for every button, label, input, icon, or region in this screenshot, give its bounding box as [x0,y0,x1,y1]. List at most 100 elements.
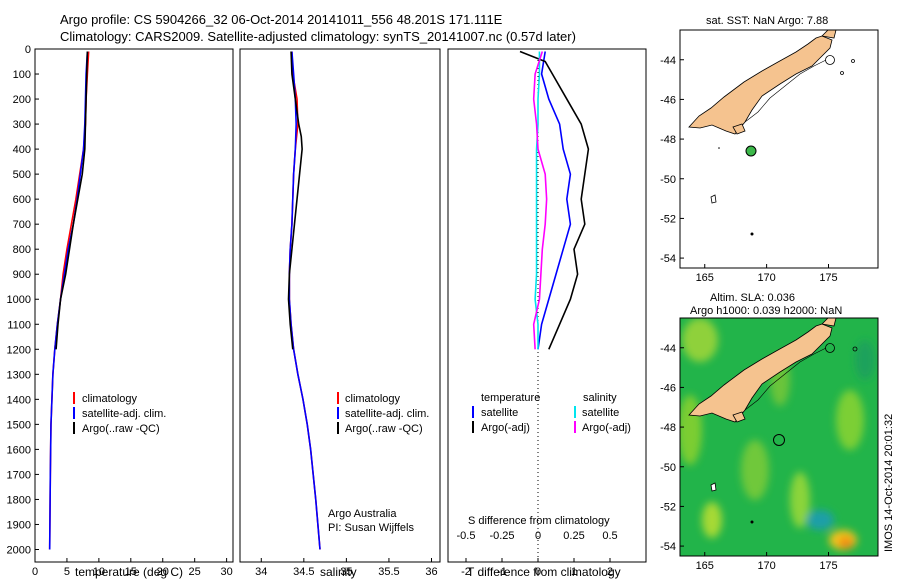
salinity-tick-label: 34 [255,566,267,578]
legend-label-argo: Argo(..raw -QC) [82,423,160,435]
depth-tick-label: 1500 [7,419,31,431]
depth-tick-label: 900 [13,269,31,281]
s-difference-tick-labels: -0.5 -0.25 0 0.25 0.5 [457,530,618,542]
t-difference-tick-labels: -2 -1 0 1 2 [461,558,613,578]
temperature-line-climatology [48,51,90,550]
difference-series [519,50,590,350]
argo-float-location-sla [773,434,785,446]
lon-tick-label: 175 [819,272,837,284]
sla-map-frame [679,317,879,557]
temperature-xlabel: temperature (deg C) [75,565,183,579]
chatham-island [825,343,835,353]
s-difference-tick-label: 0 [535,530,541,542]
salinity-tick-label: 36 [425,566,437,578]
salinity-axes-frame [239,48,441,563]
temperature-tick-label: 25 [189,566,201,578]
temperature-line-Argo(..raw -QC) [55,51,89,350]
chatham-island [825,55,835,65]
legend-header-salinity: salinity [583,392,617,404]
temperature-tick-label: 0 [32,566,38,578]
sst-map-lat-ticks: -44 -46 -48 -50 -52 -54 [660,55,684,265]
salinity-line-satellite-adj. clim. [288,51,321,550]
depth-tick-label: 400 [13,144,31,156]
small-island [852,346,858,352]
lat-tick-label: -46 [660,382,676,394]
sst-map-title: sat. SST: NaN Argo: 7.88 [706,15,828,27]
shelf-contour [744,347,827,411]
depth-tick-label: 100 [13,69,31,81]
lat-tick-label: -48 [660,134,676,146]
legend-label-climatology: climatology [345,393,401,405]
sst-map-lon-ticks: 165 170 175 [696,264,838,284]
new-zealand-south-island [688,323,833,423]
depth-tick-label: 800 [13,244,31,256]
figure-title-line1: Argo profile: CS 5904266_32 06-Oct-2014 … [60,12,503,27]
legend-header-temperature: temperature [481,392,540,404]
salinity-panel: 34 34.5 35 35.5 36 salinity climatology sate… [239,48,441,579]
t-difference-tick-label: 0 [535,566,541,578]
t-difference-tick-label: -1 [497,566,507,578]
salinity-xlabel: salinity [320,565,357,579]
sla-anomaly-blobs [680,318,875,550]
stewart-island [732,411,746,423]
sla-map-title-line1: Altim. SLA: 0.036 [710,292,795,304]
depth-tick-label: 1700 [7,469,31,481]
lon-tick-label: 165 [696,272,714,284]
temperature-legend: climatology satellite-adj. clim. Argo(..… [73,392,166,435]
legend-label-argo: Argo(..raw -QC) [345,423,423,435]
salinity-tick-label: 35.5 [378,566,399,578]
legend-label-t-satellite: satellite [481,407,518,419]
t-difference-tick-label: -2 [461,566,471,578]
lat-tick-label: -44 [660,343,676,355]
difference-line-S satellite [534,51,541,350]
lat-tick-label: -52 [660,213,676,225]
salinity-tick-label: 35 [340,566,352,578]
s-difference-tick-label: 0.5 [602,530,617,542]
lon-tick-label: 175 [819,560,837,572]
legend-label-satellite: satellite-adj. clim. [82,408,166,420]
north-island-edge [821,318,837,327]
depth-tick-label: 300 [13,119,31,131]
depth-tick-label: 1600 [7,444,31,456]
temperature-line-satellite-adj. clim. [48,51,89,550]
sla-map-title-line2: Argo h1000: 0.039 h2000: NaN [690,305,842,317]
salinity-tick-labels: 34 34.5 35 35.5 36 [255,558,438,578]
depth-tick-label: 1300 [7,369,31,381]
t-difference-tick-label: 1 [571,566,577,578]
lat-tick-label: -52 [660,501,676,513]
s-difference-tick-label: 0.25 [563,530,584,542]
depth-tick-label: 1000 [7,294,31,306]
difference-line-S Argo(-adj) [532,51,548,350]
lat-tick-label: -44 [660,55,676,67]
depth-tick-label: 1800 [7,494,31,506]
salinity-tick-label: 34.5 [293,566,314,578]
depth-tick-label: 600 [13,194,31,206]
salinity-line-climatology [288,51,321,550]
legend-label-s-argo: Argo(-adj) [582,422,631,434]
imos-timestamp: IMOS 14-Oct-2014 20:01:32 [883,414,895,552]
depth-tick-label: 200 [13,94,31,106]
difference-axes-frame [447,48,647,563]
temperature-series [48,51,90,550]
temperature-panel: 0100200300400500600700800900100011001200… [7,44,234,579]
auckland-islands [710,194,717,204]
new-zealand-south-island [688,35,833,135]
sst-map-panel: sat. SST: NaN Argo: 7.88 -44 -46 -48 -50 -52… [660,15,879,284]
depth-tick-labels: 0 100 200 300 400 500 600 700 800 900 1000 1100 1200… [7,44,39,556]
lat-tick-label: -48 [660,422,676,434]
campbell-island [750,232,754,236]
campbell-island [750,520,754,524]
shelf-contour [744,59,827,123]
t-difference-tick-label: 2 [607,566,613,578]
t-difference-xlabel: T difference from climatology [467,565,621,579]
depth-tick-label: 1400 [7,394,31,406]
legend-label-climatology: climatology [82,393,138,405]
lat-tick-label: -50 [660,174,676,186]
lon-tick-label: 170 [757,560,775,572]
temperature-tick-label: 30 [220,566,232,578]
argo-float-location [745,145,757,157]
difference-legend: temperature salinity satellite Argo(-adj… [472,392,631,434]
figure-title-line2: Climatology: CARS2009. Satellite-adjuste… [60,29,576,44]
sla-map-lon-ticks: 165 170 175 [696,552,838,572]
temperature-tick-label: 15 [125,566,137,578]
